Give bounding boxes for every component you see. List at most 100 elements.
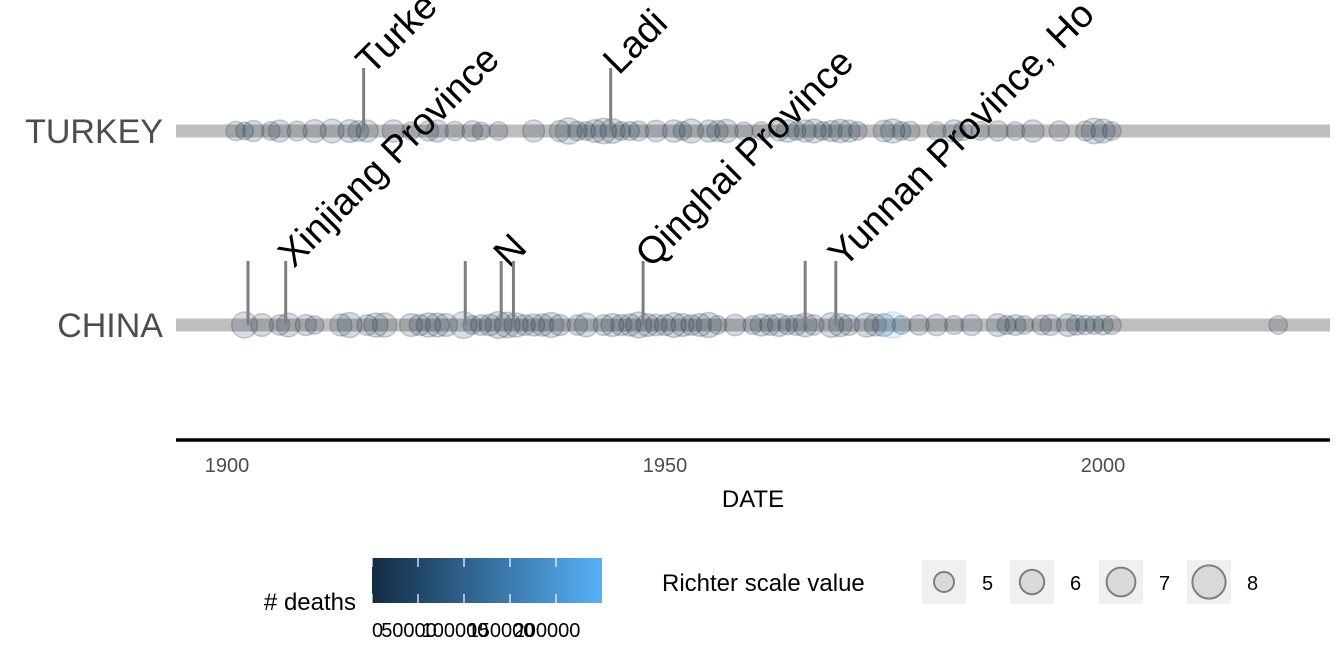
quake-point — [371, 312, 398, 338]
quake-point — [425, 119, 449, 143]
quake-point — [775, 119, 800, 143]
quake-point — [996, 314, 1017, 336]
quake-point — [1092, 314, 1114, 336]
quake-point — [1004, 313, 1027, 337]
colorbar-label: 0 — [372, 620, 383, 642]
quake-point — [661, 119, 686, 143]
category-label-turkey: TURKEY — [25, 113, 163, 151]
quake-point — [812, 121, 833, 141]
quake-point — [548, 119, 572, 143]
quake-point — [697, 119, 721, 143]
quake-point — [225, 120, 247, 142]
quake-point — [302, 118, 327, 144]
quake-point — [355, 119, 379, 143]
richter-key-circle — [1018, 568, 1046, 596]
quake-point — [899, 120, 921, 142]
quake-point — [294, 313, 318, 337]
quake-point — [837, 119, 861, 143]
quake-point — [863, 313, 887, 337]
quake-point — [706, 119, 729, 143]
richter-key-circle — [1105, 566, 1137, 598]
quake-point — [628, 120, 650, 142]
richter-legend-title: Richter scale value — [662, 570, 865, 597]
quake-point — [609, 313, 633, 337]
quake-point — [742, 314, 763, 336]
quake-point — [847, 121, 868, 141]
quake-point — [363, 312, 389, 338]
quake-point — [707, 315, 728, 335]
quake-point — [1039, 313, 1062, 337]
colorbar-label: 200000 — [514, 620, 581, 642]
quake-point — [759, 313, 782, 337]
quake-point — [401, 121, 421, 141]
quake-point — [462, 315, 483, 335]
quake-point — [286, 120, 308, 142]
quake-point — [417, 120, 440, 142]
quake-point — [1084, 315, 1105, 335]
quake-point — [1048, 120, 1071, 142]
annotation-label: Ladi — [595, 2, 675, 82]
quake-point — [415, 312, 442, 338]
quake-point — [398, 312, 424, 338]
quake-point — [337, 118, 362, 144]
quake-point — [908, 314, 930, 336]
quake-point — [230, 311, 259, 339]
quake-point — [600, 312, 625, 338]
quake-point — [660, 311, 687, 339]
quake-point — [433, 312, 459, 338]
quake-point — [582, 118, 608, 144]
quake-point — [985, 312, 1011, 338]
quake-point — [926, 121, 947, 141]
quake-point — [1014, 315, 1035, 335]
quake-point — [1268, 315, 1289, 335]
richter-key-label: 8 — [1247, 573, 1258, 595]
quake-point — [837, 313, 861, 337]
richter-key-label: 5 — [982, 573, 993, 595]
quake-point — [766, 312, 792, 338]
richter-key-circle — [933, 571, 955, 593]
quake-point — [618, 313, 642, 337]
quake-point — [521, 119, 546, 143]
quake-point — [521, 313, 546, 337]
quake-point — [1074, 120, 1097, 142]
quake-point — [734, 121, 754, 141]
richter-key-label: 7 — [1159, 573, 1170, 595]
quake-point — [548, 313, 572, 337]
quake-point — [537, 311, 565, 339]
quake-point — [469, 313, 493, 337]
quake-point — [960, 313, 983, 337]
colorbar-label: 150000 — [468, 620, 535, 642]
quake-point — [356, 313, 379, 337]
quake-point — [987, 120, 1009, 142]
quake-point — [567, 120, 588, 142]
annotation-label: N — [486, 226, 535, 275]
colorbar-label: 100000 — [422, 620, 489, 642]
quake-point — [1055, 312, 1081, 338]
quake-point — [599, 117, 626, 145]
quake-point — [1005, 121, 1026, 141]
quake-point — [670, 312, 695, 338]
quake-point — [566, 314, 589, 336]
quake-point — [1080, 117, 1108, 145]
category-label-china: CHINA — [57, 307, 163, 345]
quake-point — [672, 121, 693, 141]
quake-point — [749, 313, 774, 337]
quake-point — [573, 312, 599, 338]
x-tick-label: 1900 — [205, 455, 250, 477]
quake-point — [853, 312, 880, 338]
quake-point — [592, 313, 615, 337]
plot-area: CHINA TURKEY — [25, 113, 1330, 345]
quake-point — [235, 121, 255, 141]
quake-point — [777, 314, 799, 336]
quake-point — [644, 119, 668, 143]
x-tick-label: 2000 — [1081, 455, 1126, 477]
richter-key-label: 6 — [1070, 573, 1081, 595]
quake-point — [576, 121, 597, 141]
quake-point — [644, 313, 668, 337]
quake-point — [687, 312, 713, 338]
quake-point — [461, 119, 484, 143]
quake-point — [713, 118, 739, 144]
